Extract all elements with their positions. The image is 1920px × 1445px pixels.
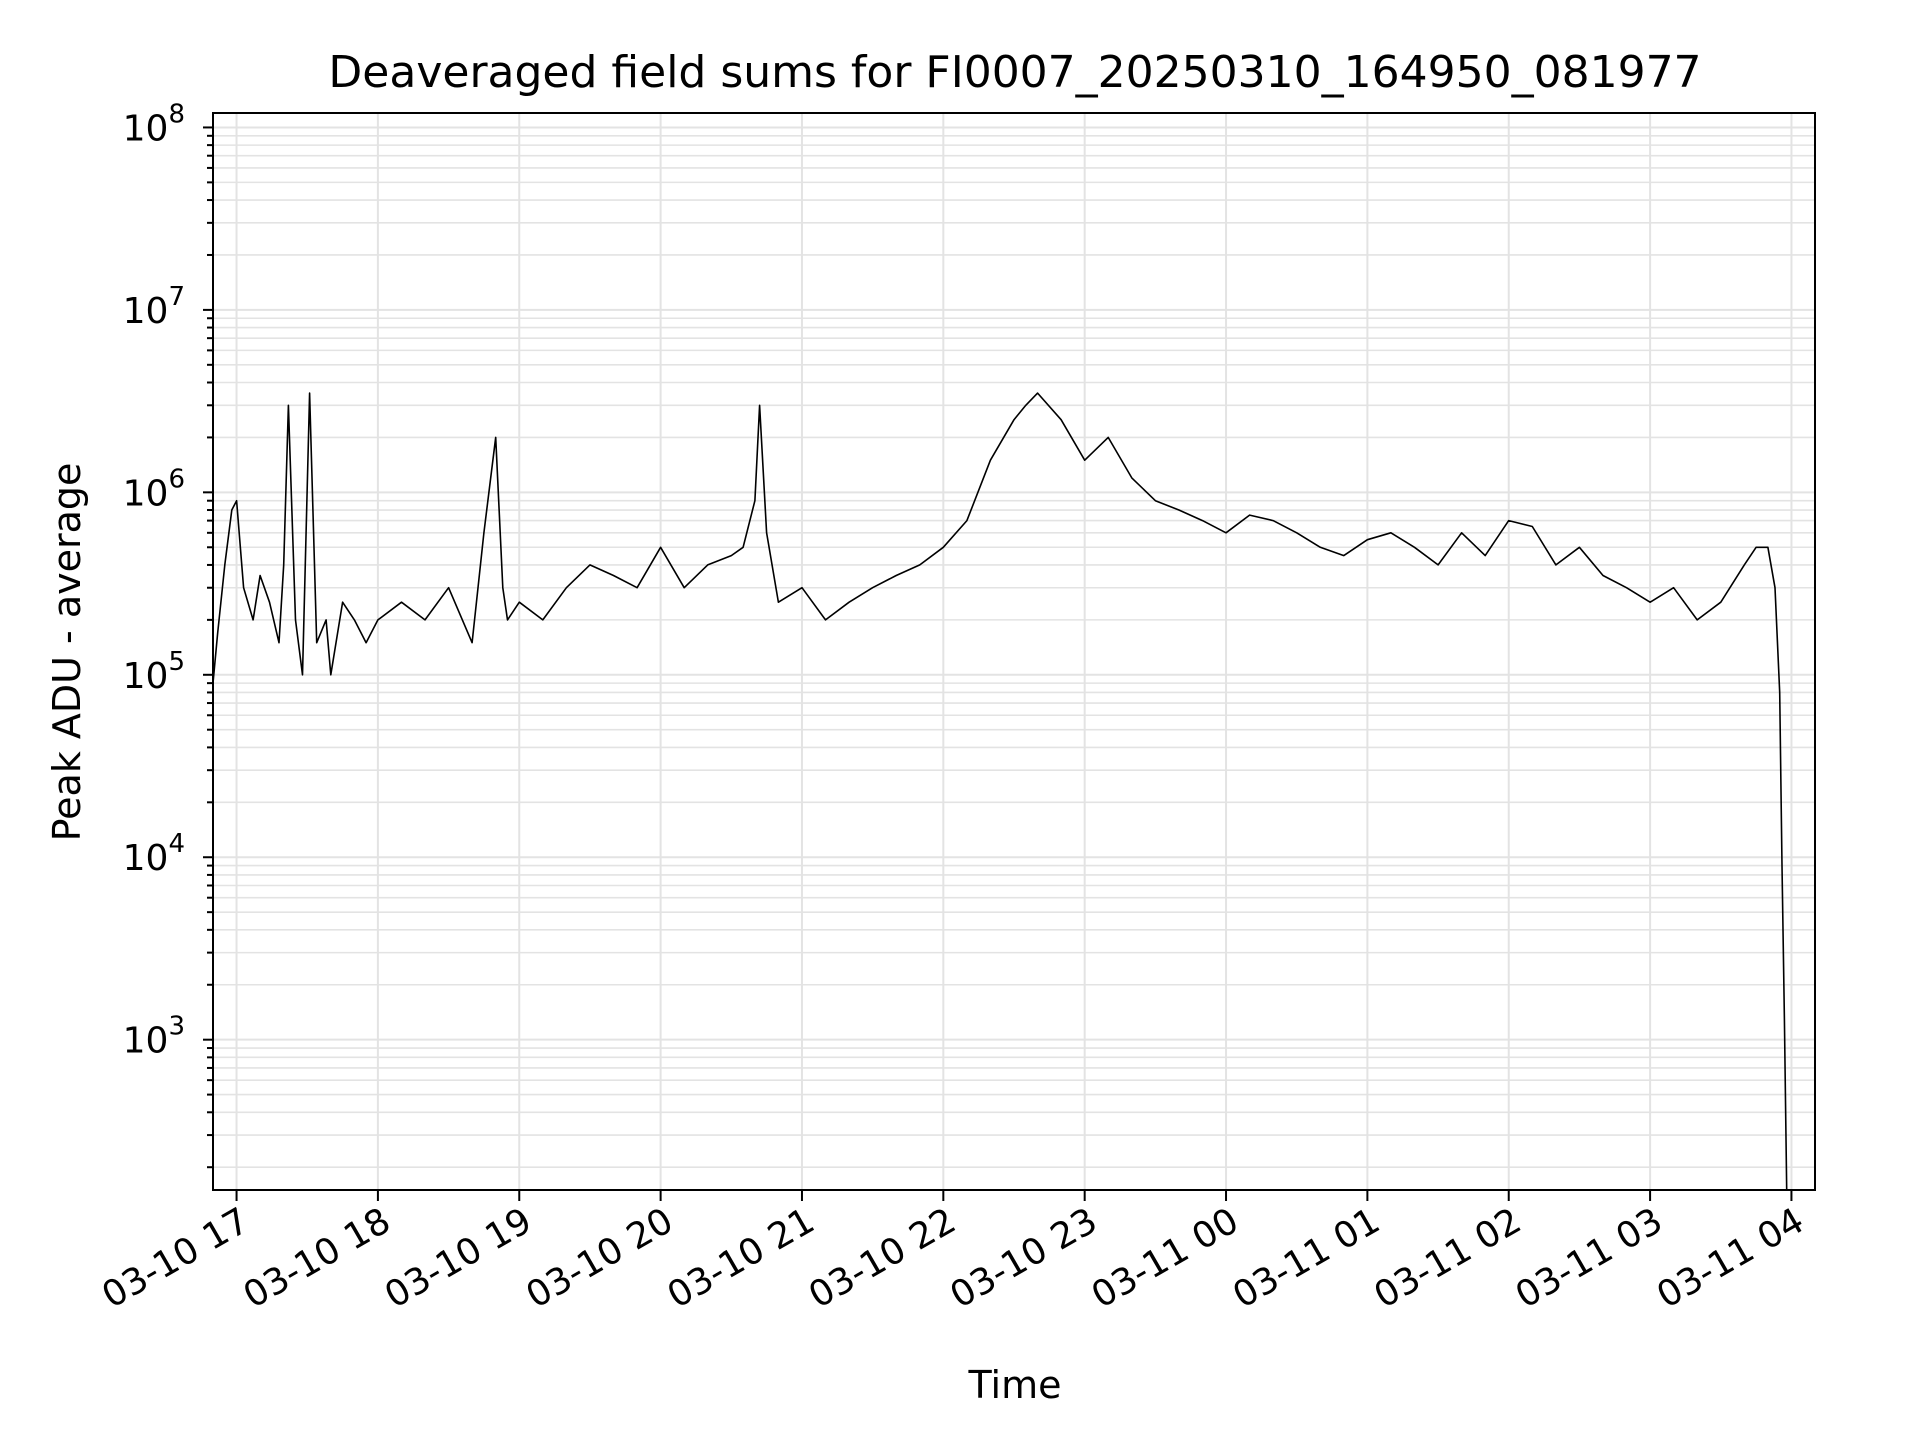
y-tick-label: 106 bbox=[123, 464, 185, 514]
x-tick-label: 03-10 23 bbox=[944, 1200, 1105, 1316]
x-tick-label: 03-11 02 bbox=[1368, 1200, 1529, 1316]
x-tick-label: 03-10 21 bbox=[661, 1200, 822, 1316]
y-tick-label: 107 bbox=[123, 282, 185, 332]
x-tick-label: 03-10 17 bbox=[95, 1200, 256, 1316]
plot-frame bbox=[212, 112, 1816, 1191]
x-tick-label: 03-10 22 bbox=[802, 1200, 963, 1316]
x-tick-label: 03-10 20 bbox=[519, 1200, 680, 1316]
x-tick-label: 03-10 19 bbox=[378, 1200, 539, 1316]
y-tick-label: 104 bbox=[123, 829, 185, 879]
y-tick-label: 108 bbox=[123, 99, 185, 149]
chart-title: Deaveraged field sums for FI0007_2025031… bbox=[328, 47, 1701, 98]
x-tick-label: 03-10 18 bbox=[237, 1200, 398, 1316]
x-tick-label: 03-11 00 bbox=[1085, 1200, 1246, 1316]
grid bbox=[213, 113, 1815, 1190]
y-tick-label: 103 bbox=[123, 1012, 185, 1062]
y-axis-label: Peak ADU - average bbox=[45, 463, 89, 842]
x-tick-label: 03-11 04 bbox=[1650, 1200, 1811, 1316]
y-axis: 103 104 105 106 107 108 bbox=[123, 99, 213, 1169]
series-layer bbox=[212, 392, 1788, 1191]
x-tick-label: 03-11 03 bbox=[1509, 1200, 1670, 1316]
x-axis-label: Time bbox=[968, 1363, 1062, 1407]
x-tick-label: 03-11 01 bbox=[1226, 1200, 1387, 1316]
series-line bbox=[212, 392, 1788, 1191]
y-tick-label: 105 bbox=[123, 647, 185, 697]
